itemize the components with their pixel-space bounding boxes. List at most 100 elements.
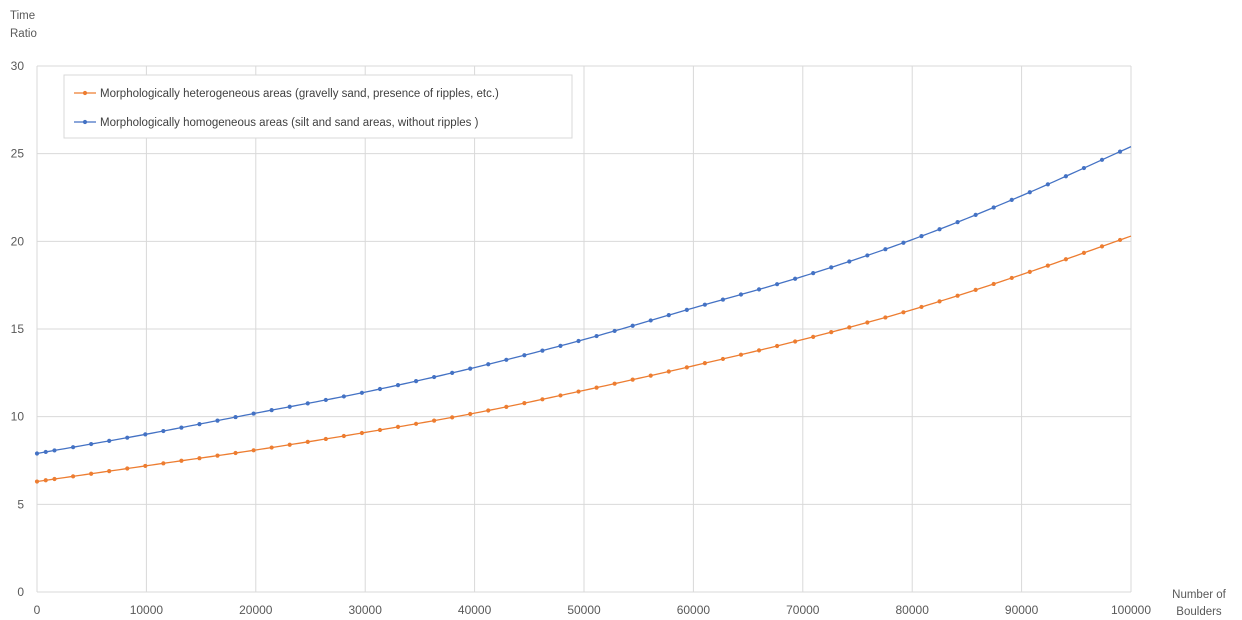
data-point — [937, 227, 941, 231]
legend-marker-swatch — [83, 91, 87, 95]
data-point — [233, 451, 237, 455]
data-point — [883, 315, 887, 319]
tick-labels: 0 5 10 15 20 25 30 0 10000 20000 30000 40000 50000 60… — [11, 59, 1152, 617]
data-point — [324, 398, 328, 402]
y-tick-label: 15 — [11, 322, 25, 336]
data-point — [775, 282, 779, 286]
data-point — [161, 429, 165, 433]
data-point — [667, 369, 671, 373]
data-point — [504, 358, 508, 362]
data-point — [1118, 149, 1122, 153]
data-point — [775, 344, 779, 348]
legend-item-1: Morphologically homogeneous areas (silt … — [74, 117, 479, 129]
data-point — [233, 415, 237, 419]
data-point — [414, 379, 418, 383]
data-point — [342, 394, 346, 398]
data-point — [540, 348, 544, 352]
data-point — [270, 408, 274, 412]
data-point — [143, 464, 147, 468]
data-point — [1028, 270, 1032, 274]
data-point — [847, 259, 851, 263]
data-point — [540, 397, 544, 401]
data-point — [901, 241, 905, 245]
data-point — [613, 329, 617, 333]
data-point — [44, 478, 48, 482]
data-point — [89, 442, 93, 446]
data-point — [1010, 198, 1014, 202]
x-tick-label: 70000 — [786, 603, 820, 617]
data-point — [306, 440, 310, 444]
data-point — [197, 456, 201, 460]
y-tick-label: 10 — [11, 410, 25, 424]
data-point — [793, 277, 797, 281]
data-point — [631, 378, 635, 382]
y-tick-label: 0 — [17, 585, 24, 599]
y-tick-label: 5 — [17, 497, 24, 511]
data-point — [35, 479, 39, 483]
data-point — [1100, 244, 1104, 248]
data-point — [739, 353, 743, 357]
data-point — [432, 419, 436, 423]
data-point — [829, 265, 833, 269]
data-point — [35, 451, 39, 455]
data-point — [721, 297, 725, 301]
data-point — [956, 294, 960, 298]
data-point — [649, 318, 653, 322]
data-point — [1064, 257, 1068, 261]
data-point — [215, 418, 219, 422]
data-point — [685, 308, 689, 312]
data-point — [594, 386, 598, 390]
gridlines — [37, 66, 1131, 592]
y-axis-title: Time — [10, 10, 35, 22]
data-point — [288, 443, 292, 447]
y-tick-label: 30 — [11, 59, 25, 73]
data-point — [468, 367, 472, 371]
data-point — [360, 431, 364, 435]
x-tick-label: 100000 — [1111, 603, 1151, 617]
data-point — [847, 325, 851, 329]
data-point — [396, 383, 400, 387]
data-point — [703, 303, 707, 307]
data-point — [594, 334, 598, 338]
data-point — [324, 437, 328, 441]
x-axis-title: Boulders — [1176, 606, 1222, 618]
data-point — [161, 461, 165, 465]
data-point — [974, 288, 978, 292]
x-tick-label: 20000 — [239, 603, 273, 617]
data-point — [342, 434, 346, 438]
data-point — [450, 371, 454, 375]
data-point — [576, 339, 580, 343]
x-tick-label: 0 — [34, 603, 41, 617]
data-point — [937, 299, 941, 303]
data-point — [378, 428, 382, 432]
data-point — [919, 305, 923, 309]
data-point — [396, 425, 400, 429]
data-point — [865, 253, 869, 257]
data-point — [179, 459, 183, 463]
legend: Morphologically heterogeneous areas (gra… — [64, 75, 572, 138]
data-point — [306, 401, 310, 405]
data-point — [1082, 251, 1086, 255]
data-point — [1028, 190, 1032, 194]
legend-item-0: Morphologically heterogeneous areas (gra… — [74, 88, 499, 100]
x-tick-label: 90000 — [1005, 603, 1039, 617]
data-point — [685, 365, 689, 369]
data-point — [52, 477, 56, 481]
data-point — [956, 220, 960, 224]
data-point — [414, 422, 418, 426]
y-tick-label: 25 — [11, 147, 25, 161]
data-point — [107, 469, 111, 473]
data-point — [1010, 276, 1014, 280]
data-point — [270, 445, 274, 449]
data-point — [125, 466, 129, 470]
data-point — [504, 405, 508, 409]
data-point — [1100, 158, 1104, 162]
data-point — [378, 387, 382, 391]
data-point — [215, 454, 219, 458]
data-point — [468, 412, 472, 416]
data-point — [793, 339, 797, 343]
data-point — [811, 271, 815, 275]
data-point — [992, 205, 996, 209]
data-point — [649, 374, 653, 378]
data-point — [252, 411, 256, 415]
